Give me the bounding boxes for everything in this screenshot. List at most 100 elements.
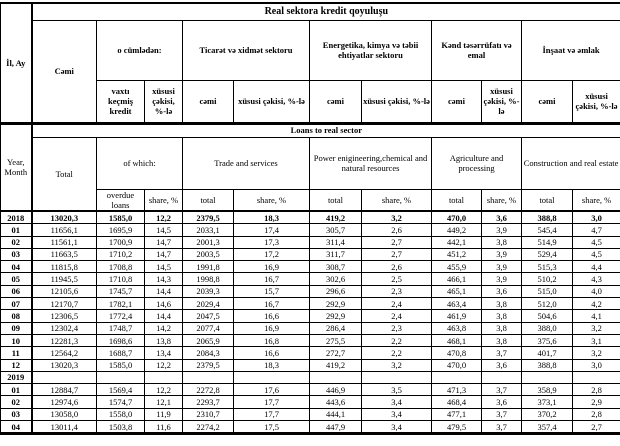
row-label: 2018: [0, 210, 33, 225]
cell-value: 12,1: [144, 395, 183, 409]
cell-value: 1698,6: [96, 333, 145, 348]
cell-value: 1991,8: [182, 260, 234, 274]
header-of-which-en: of which:: [96, 136, 183, 190]
cell-value: 275,5: [309, 333, 362, 348]
cell-value: 2,7: [361, 235, 432, 249]
data-row: 01 11656,1 1695,9 14,5 2033,1 17,4 305,7 2,6 449…: [0, 223, 620, 237]
cell-value: 401,7: [521, 346, 573, 360]
cell-value: 2,8: [571, 407, 620, 422]
row-label: 07: [0, 297, 33, 311]
table-body: 2018 13020,3 1585,0 12,2 2379,5 18,3 419,2 3,2 4…: [0, 210, 620, 435]
subheader-agriculture-total-en: total: [431, 188, 482, 212]
cell-value: 16,9: [233, 321, 310, 335]
cell-value: 14,3: [144, 272, 183, 286]
subheader-construction-share-en: share, %: [571, 188, 620, 212]
header-group-construction-az: İnşaat və əmlak: [520, 19, 620, 81]
cell-value: [182, 370, 234, 385]
cell-value: 3,8: [481, 333, 522, 348]
subheader-power-total-az: cəmi: [309, 79, 362, 125]
cell-value: 14,6: [144, 297, 183, 311]
row-label: 03: [0, 407, 33, 422]
cell-value: 444,1: [309, 407, 362, 422]
cell-value: 2274,2: [182, 420, 234, 435]
cell-value: 14,5: [144, 223, 183, 237]
cell-value: 14,2: [144, 321, 183, 335]
cell-value: 3,9: [481, 272, 522, 286]
cell-value: 443,6: [309, 395, 362, 409]
row-label: 03: [0, 247, 33, 262]
cell-value: 14,7: [144, 235, 183, 249]
subheader-agriculture-total-az: cəmi: [431, 79, 482, 125]
cell-value: 12281,3: [31, 333, 97, 348]
cell-value: 12,2: [144, 383, 183, 397]
cell-value: 16,9: [233, 260, 310, 274]
cell-value: 2,6: [361, 223, 432, 237]
data-row: 2018 13020,3 1585,0 12,2 2379,5 18,3 419,2 3,2 4…: [0, 210, 620, 225]
row-label: 02: [0, 235, 33, 249]
cell-value: 302,6: [309, 272, 362, 286]
cell-value: 12974,6: [31, 395, 97, 409]
cell-value: 18,3: [233, 358, 310, 372]
cell-value: 16,7: [233, 272, 310, 286]
cell-value: 286,4: [309, 321, 362, 335]
data-row: 02 12974,6 1574,7 12,1 2293,7 17,7 443,6 3,4 468…: [0, 395, 620, 409]
cell-value: 17,5: [233, 420, 310, 435]
cell-value: 3,4: [361, 420, 432, 435]
cell-value: 2077,4: [182, 321, 234, 335]
cell-value: 2,3: [361, 284, 432, 299]
cell-value: 477,1: [431, 407, 482, 422]
cell-value: 14,4: [144, 284, 183, 299]
cell-value: 419,2: [309, 358, 362, 372]
cell-value: 2310,7: [182, 407, 234, 422]
cell-value: 1748,7: [96, 321, 145, 335]
cell-value: 470,8: [431, 346, 482, 360]
cell-value: 2,7: [571, 420, 620, 435]
cell-value: 510,2: [521, 272, 573, 286]
cell-value: 3,4: [361, 407, 432, 422]
cell-value: 4,1: [571, 309, 620, 323]
cell-value: 358,9: [521, 383, 573, 397]
subheader-agriculture-share-az: xüsusi çəkisi, %-lə: [481, 79, 522, 125]
cell-value: 14,4: [144, 309, 183, 323]
row-label: 05: [0, 272, 33, 286]
header-group-power-az: Energetika, kimya və təbii ehtiyatlar se…: [309, 19, 432, 81]
cell-value: 1998,8: [182, 272, 234, 286]
table-title-en: Loans to real sector: [30, 122, 620, 138]
data-row: 07 12170,7 1782,1 14,6 2029,4 16,7 292,9 2,4 463…: [0, 297, 620, 311]
row-label: 01: [0, 223, 33, 237]
cell-value: 292,9: [309, 297, 362, 311]
cell-value: 1708,8: [96, 260, 145, 274]
cell-value: 2,9: [571, 395, 620, 409]
cell-value: 446,9: [309, 383, 362, 397]
row-label: 10: [0, 333, 33, 348]
cell-value: 504,6: [521, 309, 573, 323]
cell-value: [571, 370, 620, 385]
cell-value: 296,6: [309, 284, 362, 299]
cell-value: [96, 370, 145, 385]
cell-value: 17,3: [233, 235, 310, 249]
cell-value: 2003,5: [182, 247, 234, 262]
cell-value: 447,9: [309, 420, 362, 435]
cell-value: 3,8: [481, 321, 522, 335]
cell-value: 11,9: [144, 407, 183, 422]
header-group-agriculture-az: Kənd təsərrüfatı və emal: [431, 19, 522, 81]
subheader-construction-total-en: total: [521, 188, 573, 212]
cell-value: 466,1: [431, 272, 482, 286]
cell-value: 4,0: [571, 284, 620, 299]
header-of-which-az: o cümlədən:: [96, 19, 183, 81]
row-label: 04: [0, 260, 33, 274]
cell-value: 311,7: [309, 247, 362, 262]
data-row: 04 11815,8 1708,8 14,5 1991,8 16,9 308,7 2,6 455…: [0, 260, 620, 274]
header-group-agriculture-en: Agriculture and processing: [431, 136, 522, 190]
cell-value: 419,2: [309, 210, 362, 225]
cell-value: 442,1: [431, 235, 482, 249]
loans-table: İl, Ay Real sektora kredit qoyuluşu Cəmi…: [0, 2, 620, 436]
cell-value: 2,5: [361, 272, 432, 286]
cell-value: 17,2: [233, 247, 310, 262]
cell-value: 12884,7: [31, 383, 97, 397]
data-row: 04 13011,4 1503,8 11,6 2274,2 17,5 447,9 3,4 479…: [0, 420, 620, 435]
cell-value: 463,4: [431, 297, 482, 311]
cell-value: 3,7: [481, 346, 522, 360]
subheader-agriculture-share-en: share, %: [481, 188, 522, 212]
cell-value: 15,7: [233, 284, 310, 299]
